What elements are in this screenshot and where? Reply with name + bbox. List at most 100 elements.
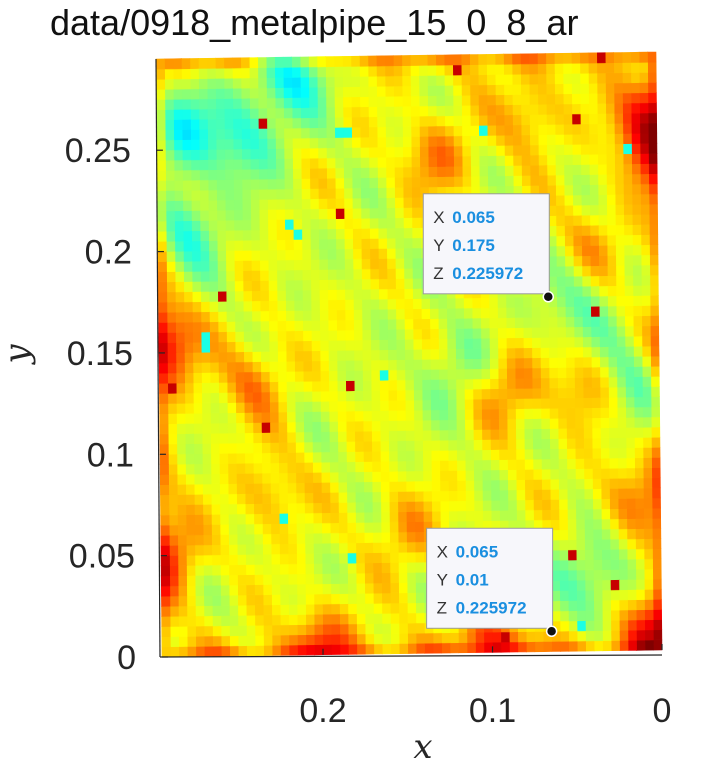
heatmap-cell [317, 127, 327, 139]
heatmap-cell [565, 367, 575, 378]
heatmap-cell [647, 92, 657, 104]
heatmap-cell [427, 166, 438, 178]
heatmap-cell [244, 462, 254, 474]
heatmap-cell [644, 599, 654, 611]
heatmap-cell [201, 372, 211, 384]
heatmap-cell [268, 300, 278, 312]
heatmap-cell [576, 600, 586, 611]
heatmap-cell [320, 451, 330, 463]
heatmap-cell [370, 369, 380, 381]
heatmap-cell [640, 213, 650, 225]
heatmap-cell [406, 582, 416, 594]
heatmap-cell [350, 65, 360, 77]
heatmap-cell [481, 388, 491, 400]
heatmap-cell [388, 430, 398, 442]
heatmap-cell [334, 116, 344, 128]
heatmap-cell [589, 214, 599, 226]
heatmap-cell [294, 340, 304, 352]
heatmap-cell [576, 630, 586, 642]
heatmap-cell [388, 491, 399, 503]
heatmap-cell [546, 174, 556, 186]
heatmap-cell [278, 492, 288, 504]
heatmap-cell [257, 107, 268, 119]
heatmap-cell [590, 356, 601, 368]
heatmap-cell [174, 230, 184, 242]
heatmap-cell [244, 432, 254, 444]
heatmap-cell [401, 95, 412, 107]
heatmap-cell [605, 143, 615, 155]
heatmap-cell [232, 108, 242, 120]
heatmap-cell [566, 498, 577, 510]
heatmap-cell [296, 563, 306, 575]
heatmap-cell [438, 368, 448, 380]
heatmap-cell [223, 98, 234, 110]
heatmap-cell [511, 83, 522, 95]
heatmap-cell [642, 436, 652, 448]
heatmap-cell [441, 642, 451, 654]
heatmap-cell [436, 145, 446, 157]
heatmap-cell [473, 510, 484, 522]
heatmap-cell [286, 462, 297, 474]
heatmap-cell [648, 153, 658, 164]
heatmap-cell [294, 411, 305, 423]
heatmap-cell [520, 83, 530, 95]
heatmap-cell [198, 68, 208, 80]
heatmap-cell [506, 428, 517, 440]
heatmap-cell [355, 501, 365, 513]
heatmap-cell [193, 463, 203, 475]
heatmap-cell [308, 76, 318, 88]
heatmap-cell [563, 184, 574, 196]
datatip-marker[interactable] [542, 291, 555, 303]
heatmap-cell [627, 579, 637, 591]
heatmap-cell [389, 551, 399, 563]
heatmap-cell [259, 290, 269, 302]
heatmap-cell [559, 559, 569, 571]
heatmap-cell [186, 646, 197, 657]
heatmap-cell [177, 544, 187, 556]
heatmap-cell [643, 558, 654, 570]
heatmap-cell [300, 97, 310, 109]
heatmap-cell [342, 106, 352, 118]
datatip-marker[interactable] [545, 625, 558, 638]
heatmap-cell [643, 487, 653, 499]
heatmap-cell [549, 407, 559, 419]
heatmap-cell [334, 126, 344, 138]
heatmap-cell [505, 307, 515, 319]
heatmap-cell [215, 128, 225, 140]
heatmap-cell [464, 419, 474, 431]
heatmap-cell [254, 634, 264, 646]
heatmap-cell [354, 491, 365, 503]
heatmap-cell [490, 459, 500, 471]
heatmap-surface[interactable] [155, 51, 663, 658]
heatmap-cell [499, 509, 509, 521]
heatmap-cell [312, 512, 323, 524]
heatmap-cell [556, 316, 566, 328]
heatmap-cell [564, 255, 574, 267]
heatmap-cell [351, 147, 361, 158]
heatmap-cell [287, 482, 297, 494]
heatmap-cell [342, 137, 353, 148]
heatmap-cell [236, 554, 247, 566]
heatmap-cell [464, 439, 474, 451]
heatmap-cell [293, 289, 303, 301]
heatmap-cell [157, 230, 167, 242]
heatmap-cell [531, 397, 542, 409]
heatmap-cell [362, 359, 372, 371]
heatmap-cell [641, 376, 652, 388]
heatmap-cell [241, 118, 251, 130]
heatmap-cell [203, 584, 213, 596]
heatmap-cell [361, 288, 371, 300]
heatmap-cell [460, 74, 471, 86]
heatmap-cell [337, 431, 347, 443]
heatmap-cell [444, 125, 454, 137]
heatmap-cell [565, 346, 575, 358]
heatmap-cell [580, 133, 590, 145]
heatmap-cell [635, 568, 645, 580]
heatmap-cell [292, 178, 302, 190]
heatmap-cell [243, 381, 253, 393]
datatip-box [422, 193, 550, 295]
heatmap-cell [410, 115, 420, 127]
